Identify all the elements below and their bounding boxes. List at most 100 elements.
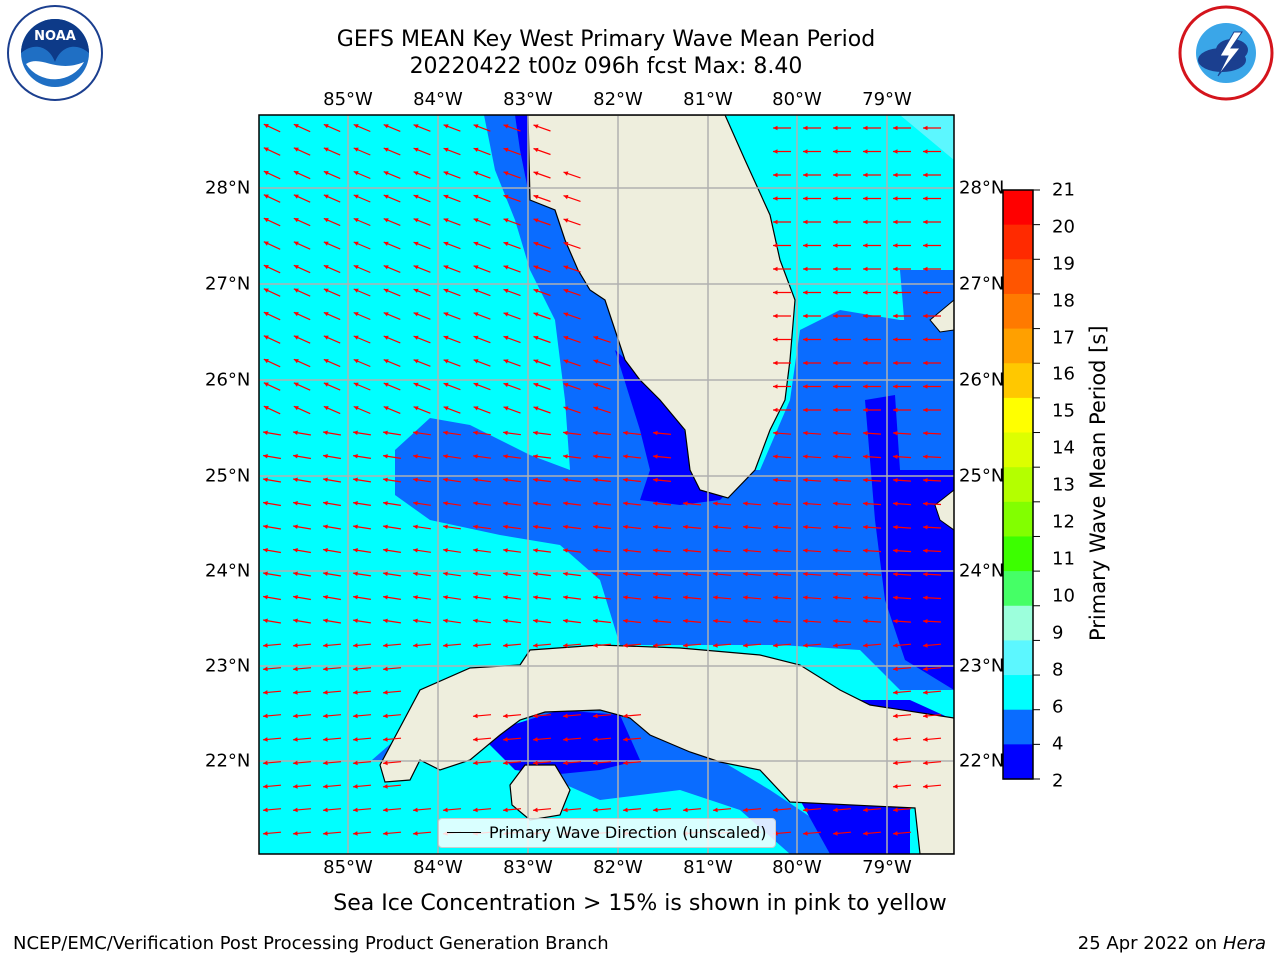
wave-arrow-head bbox=[683, 501, 688, 506]
wave-arrow-head bbox=[893, 313, 898, 319]
wave-arrow-head bbox=[353, 713, 358, 719]
isla-juventud-land bbox=[509, 764, 571, 821]
wave-arrow-head bbox=[833, 196, 838, 201]
wave-arrow-head bbox=[323, 760, 328, 766]
wave-arrow-head bbox=[263, 430, 268, 435]
wave-arrow-head bbox=[263, 807, 268, 813]
colorbar-swatch bbox=[1003, 640, 1033, 676]
wave-arrow-head bbox=[293, 312, 299, 317]
wave-arrow-head bbox=[323, 477, 328, 482]
wave-arrow-head bbox=[773, 643, 778, 648]
wave-arrow-head bbox=[863, 430, 868, 436]
wave-arrow-head bbox=[593, 359, 599, 364]
wave-arrow-head bbox=[323, 359, 329, 364]
wave-arrow-head bbox=[353, 218, 359, 223]
wave-arrow-head bbox=[563, 241, 569, 247]
wave-arrow-head bbox=[323, 571, 328, 576]
wave-arrow-head bbox=[263, 288, 269, 293]
colorbar-tick-label: 10 bbox=[1052, 585, 1075, 607]
wave-arrow-head bbox=[533, 382, 539, 388]
wave-arrow-head bbox=[713, 571, 718, 577]
wave-arrow-head bbox=[563, 713, 568, 719]
wave-arrow-head bbox=[503, 406, 509, 411]
wave-arrow-head bbox=[683, 571, 688, 577]
wave-arrow-head bbox=[833, 477, 838, 483]
wave-arrow-head bbox=[683, 548, 688, 553]
wave-arrow-head bbox=[923, 501, 928, 506]
wave-arrow-head bbox=[443, 477, 448, 483]
wave-arrow-head bbox=[323, 548, 328, 553]
wave-arrow-head bbox=[653, 618, 658, 624]
wave-arrow-head bbox=[503, 171, 509, 176]
wave-arrow-head bbox=[563, 807, 568, 813]
lat-label-right: 26°N bbox=[959, 369, 1005, 391]
colorbar-title: Primary Wave Mean Period [s] bbox=[1086, 325, 1110, 641]
wave-arrow-head bbox=[413, 524, 418, 530]
wave-arrow-head bbox=[923, 290, 928, 295]
lat-label-right: 23°N bbox=[959, 655, 1005, 677]
wave-arrow-head bbox=[803, 243, 808, 248]
wave-arrow-head bbox=[473, 571, 478, 577]
wave-arrow-head bbox=[773, 454, 778, 459]
wave-arrow-head bbox=[653, 501, 658, 506]
wave-arrow-head bbox=[803, 643, 808, 648]
colorbar-swatch bbox=[1003, 536, 1033, 572]
wave-arrow-head bbox=[803, 454, 808, 459]
wave-arrow-head bbox=[893, 690, 898, 695]
wave-arrow-head bbox=[533, 595, 538, 600]
wave-arrow-head bbox=[293, 335, 299, 340]
wave-arrow-head bbox=[293, 359, 299, 364]
wave-arrow-head bbox=[323, 288, 329, 293]
wave-arrow-head bbox=[473, 218, 479, 223]
wave-arrow-head bbox=[653, 524, 658, 530]
wave-arrow-head bbox=[863, 477, 868, 483]
wave-arrow-head bbox=[353, 807, 358, 813]
wave-arrow-head bbox=[803, 384, 808, 389]
wave-arrow-head bbox=[413, 477, 418, 483]
wave-arrow-head bbox=[923, 337, 928, 342]
colorbar-swatch bbox=[1003, 432, 1033, 468]
wave-arrow-head bbox=[773, 571, 778, 577]
wave-arrow-head bbox=[263, 335, 269, 340]
wave-arrow-head bbox=[893, 172, 898, 178]
wave-arrow-head bbox=[563, 571, 568, 577]
wave-arrow-head bbox=[773, 524, 778, 530]
wave-arrow-head bbox=[563, 288, 569, 294]
wave-arrow-head bbox=[293, 737, 298, 742]
wave-arrow-head bbox=[593, 501, 598, 506]
wave-arrow-head bbox=[323, 454, 328, 459]
wave-arrow-head bbox=[323, 406, 329, 411]
wave-arrow-head bbox=[293, 666, 298, 672]
wave-arrow-head bbox=[773, 290, 778, 295]
wave-arrow-head bbox=[533, 194, 539, 200]
wave-arrow-head bbox=[923, 595, 928, 600]
wave-arrow-head bbox=[503, 124, 509, 129]
wave-arrow-head bbox=[383, 218, 389, 223]
lat-label-left: 23°N bbox=[205, 655, 251, 677]
wave-arrow-head bbox=[773, 595, 778, 600]
wave-arrow-head bbox=[893, 125, 898, 131]
wave-arrow-head bbox=[443, 524, 448, 530]
wave-arrow-head bbox=[353, 643, 358, 648]
wave-arrow-head bbox=[533, 454, 538, 459]
wave-arrow-head bbox=[803, 595, 808, 600]
wave-arrow-head bbox=[263, 477, 268, 482]
wave-arrow-head bbox=[293, 807, 298, 813]
wave-arrow-head bbox=[533, 807, 538, 813]
wave-arrow-head bbox=[863, 337, 868, 342]
wave-arrow-head bbox=[413, 548, 418, 553]
wave-arrow-head bbox=[773, 125, 778, 131]
map-legend: Primary Wave Direction (unscaled) bbox=[438, 818, 776, 848]
wave-arrow-head bbox=[803, 807, 808, 813]
wave-arrow-head bbox=[473, 265, 479, 270]
lat-label-right: 24°N bbox=[959, 560, 1005, 582]
wave-arrow-head bbox=[293, 124, 299, 129]
wave-arrow-head bbox=[413, 406, 419, 411]
wave-arrow-head bbox=[323, 312, 329, 317]
wave-arrow-head bbox=[323, 124, 329, 129]
wave-arrow-head bbox=[803, 313, 808, 319]
wave-arrow-head bbox=[323, 831, 328, 836]
wave-arrow-head bbox=[563, 194, 569, 200]
wave-arrow-head bbox=[593, 713, 598, 719]
wave-arrow-head bbox=[263, 760, 268, 766]
